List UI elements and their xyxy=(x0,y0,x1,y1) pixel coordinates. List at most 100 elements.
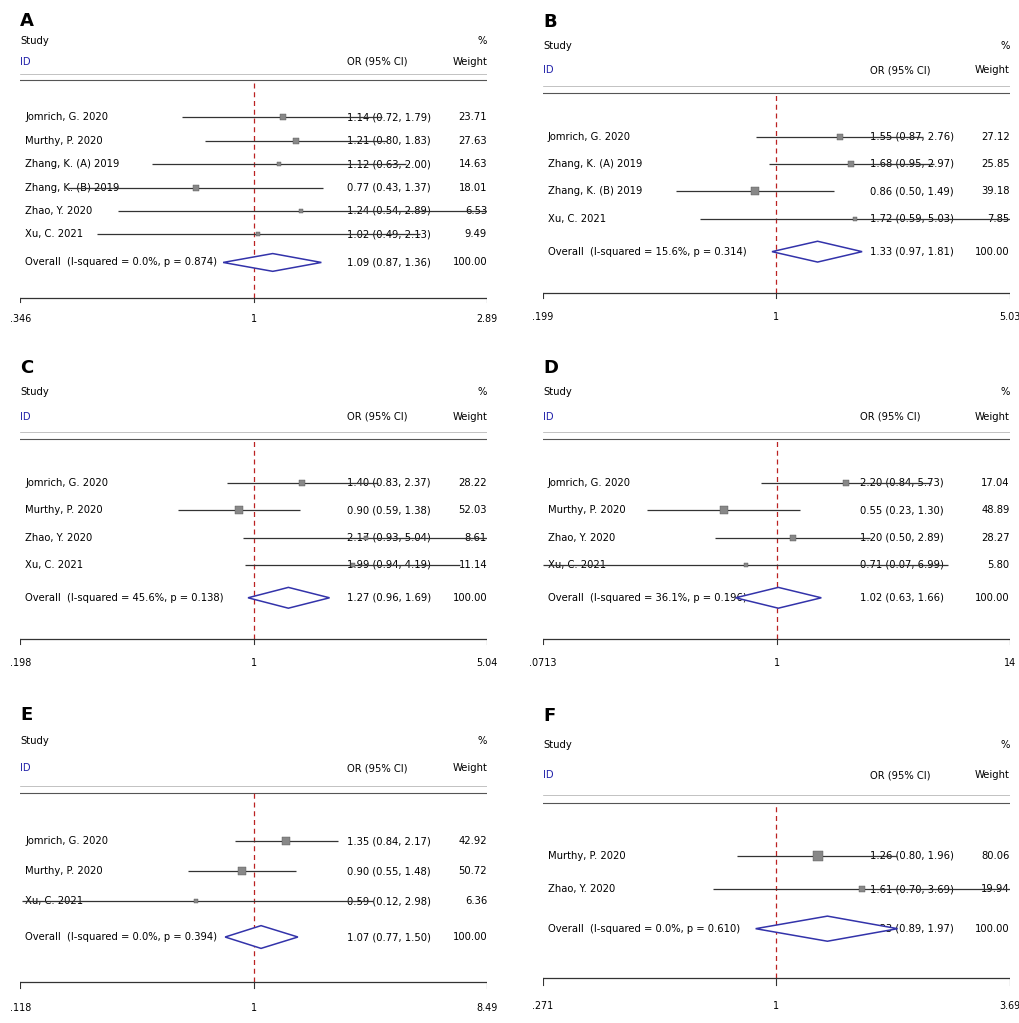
Text: Murthy, P. 2020: Murthy, P. 2020 xyxy=(25,505,103,516)
Polygon shape xyxy=(223,254,321,271)
Text: Study: Study xyxy=(20,36,49,46)
Text: Study: Study xyxy=(20,387,49,397)
Text: %: % xyxy=(477,737,487,747)
Text: Zhang, K. (B) 2019: Zhang, K. (B) 2019 xyxy=(547,186,642,196)
Text: Xu, C. 2021: Xu, C. 2021 xyxy=(25,229,84,239)
Text: Weight: Weight xyxy=(451,56,487,66)
Text: 0.55 (0.23, 1.30): 0.55 (0.23, 1.30) xyxy=(860,505,944,516)
Text: Murthy, P. 2020: Murthy, P. 2020 xyxy=(547,505,625,516)
Text: Zhang, K. (A) 2019: Zhang, K. (A) 2019 xyxy=(547,159,642,169)
Text: 1.12 (0.63, 2.00): 1.12 (0.63, 2.00) xyxy=(346,160,430,169)
Text: 19.94: 19.94 xyxy=(980,884,1009,894)
Text: 1.07 (0.77, 1.50): 1.07 (0.77, 1.50) xyxy=(346,932,431,942)
Text: .346: .346 xyxy=(10,314,31,324)
Text: Study: Study xyxy=(20,737,49,747)
Text: 42.92: 42.92 xyxy=(458,836,487,846)
Text: Overall  (I-squared = 36.1%, p = 0.196): Overall (I-squared = 36.1%, p = 0.196) xyxy=(547,592,746,603)
Text: Murthy, P. 2020: Murthy, P. 2020 xyxy=(547,851,625,861)
Text: Weight: Weight xyxy=(451,763,487,773)
Text: OR (95% CI): OR (95% CI) xyxy=(860,411,920,421)
Text: Weight: Weight xyxy=(451,411,487,421)
Text: Murthy, P. 2020: Murthy, P. 2020 xyxy=(25,866,103,876)
Text: Xu, C. 2021: Xu, C. 2021 xyxy=(547,560,605,570)
Text: 1.02 (0.49, 2.13): 1.02 (0.49, 2.13) xyxy=(346,229,430,239)
Text: 1.33 (0.89, 1.97): 1.33 (0.89, 1.97) xyxy=(869,924,953,934)
Text: Study: Study xyxy=(542,387,572,397)
Text: Jomrich, G. 2020: Jomrich, G. 2020 xyxy=(547,478,630,488)
Text: 0.90 (0.55, 1.48): 0.90 (0.55, 1.48) xyxy=(346,866,430,876)
Text: 1.02 (0.63, 1.66): 1.02 (0.63, 1.66) xyxy=(860,592,944,603)
Text: 0.90 (0.59, 1.38): 0.90 (0.59, 1.38) xyxy=(346,505,430,516)
Text: .198: .198 xyxy=(10,658,31,668)
Text: 48.89: 48.89 xyxy=(980,505,1009,516)
Text: Overall  (I-squared = 0.0%, p = 0.874): Overall (I-squared = 0.0%, p = 0.874) xyxy=(25,258,217,267)
Text: %: % xyxy=(477,36,487,46)
Text: 28.22: 28.22 xyxy=(458,478,487,488)
Text: 52.03: 52.03 xyxy=(459,505,487,516)
Text: .271: .271 xyxy=(532,1002,553,1012)
Polygon shape xyxy=(225,926,298,948)
Text: ID: ID xyxy=(542,65,553,76)
Text: 80.06: 80.06 xyxy=(980,851,1009,861)
Text: F: F xyxy=(542,707,554,725)
Text: ID: ID xyxy=(20,763,31,773)
Text: Xu, C. 2021: Xu, C. 2021 xyxy=(25,560,84,570)
Text: Overall  (I-squared = 45.6%, p = 0.138): Overall (I-squared = 45.6%, p = 0.138) xyxy=(25,592,223,603)
Text: 7.85: 7.85 xyxy=(986,214,1009,224)
Text: Overall  (I-squared = 15.6%, p = 0.314): Overall (I-squared = 15.6%, p = 0.314) xyxy=(547,247,746,257)
Text: OR (95% CI): OR (95% CI) xyxy=(869,65,929,76)
Polygon shape xyxy=(771,241,861,262)
Text: Weight: Weight xyxy=(974,770,1009,781)
Text: 0.59 (0.12, 2.98): 0.59 (0.12, 2.98) xyxy=(346,896,431,906)
Text: Jomrich, G. 2020: Jomrich, G. 2020 xyxy=(547,132,630,141)
Text: 18.01: 18.01 xyxy=(459,182,487,192)
Text: 14: 14 xyxy=(1003,658,1015,668)
Text: 2.17 (0.93, 5.04): 2.17 (0.93, 5.04) xyxy=(346,533,430,542)
Text: 0.86 (0.50, 1.49): 0.86 (0.50, 1.49) xyxy=(869,186,953,196)
Text: .118: .118 xyxy=(10,1003,31,1013)
Text: 8.61: 8.61 xyxy=(465,533,487,542)
Text: 11.14: 11.14 xyxy=(458,560,487,570)
Text: 100.00: 100.00 xyxy=(974,247,1009,257)
Text: Zhang, K. (A) 2019: Zhang, K. (A) 2019 xyxy=(25,160,119,169)
Text: 2.89: 2.89 xyxy=(476,314,497,324)
Text: 1: 1 xyxy=(251,1003,257,1013)
Text: 2.20 (0.84, 5.73): 2.20 (0.84, 5.73) xyxy=(860,478,944,488)
Text: 1.55 (0.87, 2.76): 1.55 (0.87, 2.76) xyxy=(869,132,953,141)
Text: ID: ID xyxy=(20,56,31,66)
Text: 100.00: 100.00 xyxy=(974,592,1009,603)
Text: 1.14 (0.72, 1.79): 1.14 (0.72, 1.79) xyxy=(346,113,431,123)
Text: 1.35 (0.84, 2.17): 1.35 (0.84, 2.17) xyxy=(346,836,430,846)
Text: 100.00: 100.00 xyxy=(452,592,487,603)
Text: ID: ID xyxy=(20,411,31,421)
Text: Zhao, Y. 2020: Zhao, Y. 2020 xyxy=(25,533,93,542)
Text: Murthy, P. 2020: Murthy, P. 2020 xyxy=(25,136,103,146)
Text: OR (95% CI): OR (95% CI) xyxy=(346,411,408,421)
Text: Xu, C. 2021: Xu, C. 2021 xyxy=(547,214,605,224)
Polygon shape xyxy=(735,587,820,609)
Text: B: B xyxy=(542,13,556,32)
Text: 1: 1 xyxy=(772,658,779,668)
Text: Weight: Weight xyxy=(974,411,1009,421)
Text: E: E xyxy=(20,706,33,724)
Text: 39.18: 39.18 xyxy=(980,186,1009,196)
Text: 9.49: 9.49 xyxy=(465,229,487,239)
Text: 1.99 (0.94, 4.19): 1.99 (0.94, 4.19) xyxy=(346,560,431,570)
Text: Zhang, K. (B) 2019: Zhang, K. (B) 2019 xyxy=(25,182,119,192)
Text: Xu, C. 2021: Xu, C. 2021 xyxy=(25,896,84,906)
Text: 1.27 (0.96, 1.69): 1.27 (0.96, 1.69) xyxy=(346,592,431,603)
Text: OR (95% CI): OR (95% CI) xyxy=(869,770,929,781)
Text: ID: ID xyxy=(542,411,553,421)
Text: 0.71 (0.07, 6.99): 0.71 (0.07, 6.99) xyxy=(860,560,944,570)
Text: 100.00: 100.00 xyxy=(452,932,487,942)
Text: 1: 1 xyxy=(772,1002,779,1012)
Text: 14.63: 14.63 xyxy=(459,160,487,169)
Text: 17.04: 17.04 xyxy=(980,478,1009,488)
Text: 23.71: 23.71 xyxy=(458,113,487,123)
Text: Zhao, Y. 2020: Zhao, Y. 2020 xyxy=(547,533,614,542)
Text: 5.03: 5.03 xyxy=(999,312,1019,322)
Text: A: A xyxy=(20,12,35,30)
Text: D: D xyxy=(542,359,557,377)
Polygon shape xyxy=(755,917,897,941)
Text: 8.49: 8.49 xyxy=(476,1003,497,1013)
